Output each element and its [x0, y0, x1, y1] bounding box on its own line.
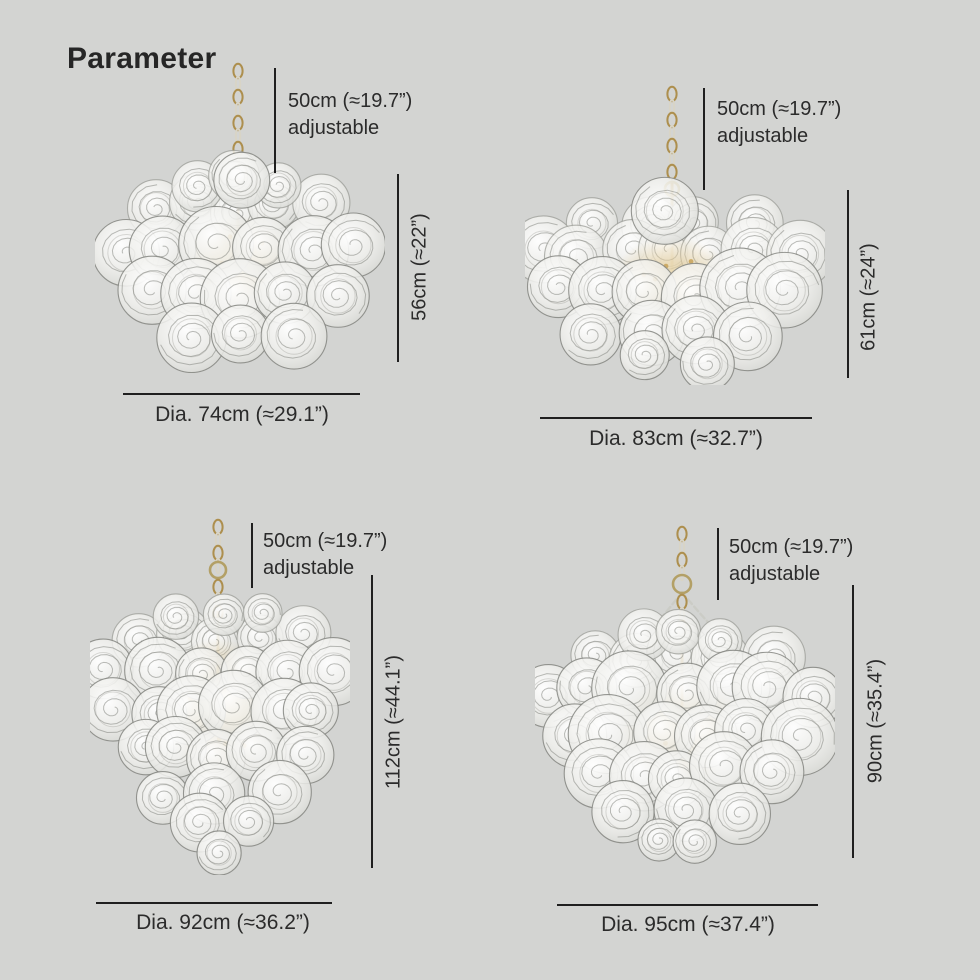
height-dimension-line-92cm: [371, 575, 373, 868]
chandelier-image-74cm: [95, 62, 385, 373]
chain-length-label-92cm: 50cm (≈19.7”) adjustable: [263, 528, 387, 582]
chandelier-image-95cm: [535, 525, 835, 864]
chain-length-label-83cm: 50cm (≈19.7”) adjustable: [717, 96, 841, 150]
height-dimension-line-74cm: [397, 174, 399, 362]
chain-length-value: 50cm (≈19.7”): [263, 530, 388, 552]
chain-adjustable-note: adjustable: [288, 117, 380, 139]
height-value: 90cm (≈35.4”): [864, 658, 887, 784]
diameter-dimension-line-74cm: [123, 393, 360, 395]
diameter-label-83cm: Dia. 83cm (≈32.7”): [589, 427, 763, 450]
chain-length-value: 50cm (≈19.7”): [717, 98, 842, 120]
diameter-dimension-line-95cm: [557, 904, 818, 906]
chain-length-label-74cm: 50cm (≈19.7”) adjustable: [288, 88, 412, 142]
chain-dimension-line-92cm: [251, 523, 253, 588]
chain-length-value: 50cm (≈19.7”): [729, 536, 854, 558]
height-dimension-line-83cm: [847, 190, 849, 378]
chain-length-value: 50cm (≈19.7”): [288, 90, 413, 112]
chain-dimension-line-74cm: [274, 68, 276, 173]
chain-adjustable-note: adjustable: [717, 125, 809, 147]
chain-adjustable-note: adjustable: [729, 563, 821, 585]
height-value: 56cm (≈22”): [408, 213, 431, 321]
height-value: 61cm (≈24”): [857, 243, 880, 351]
chain-length-label-95cm: 50cm (≈19.7”) adjustable: [729, 534, 853, 588]
page-title: Parameter: [67, 42, 217, 75]
chandelier-image-92cm: [90, 518, 350, 875]
chain-dimension-line-83cm: [703, 88, 705, 190]
diameter-dimension-line-83cm: [540, 417, 812, 419]
chandelier-image-83cm: [525, 85, 825, 385]
chain-dimension-line-95cm: [717, 528, 719, 600]
height-value: 112cm (≈44.1”): [382, 655, 405, 789]
diameter-dimension-line-92cm: [96, 902, 332, 904]
chain-adjustable-note: adjustable: [263, 557, 355, 579]
height-dimension-line-95cm: [852, 585, 854, 858]
diameter-label-74cm: Dia. 74cm (≈29.1”): [155, 403, 329, 426]
diameter-label-92cm: Dia. 92cm (≈36.2”): [136, 911, 310, 934]
diameter-label-95cm: Dia. 95cm (≈37.4”): [601, 913, 775, 936]
